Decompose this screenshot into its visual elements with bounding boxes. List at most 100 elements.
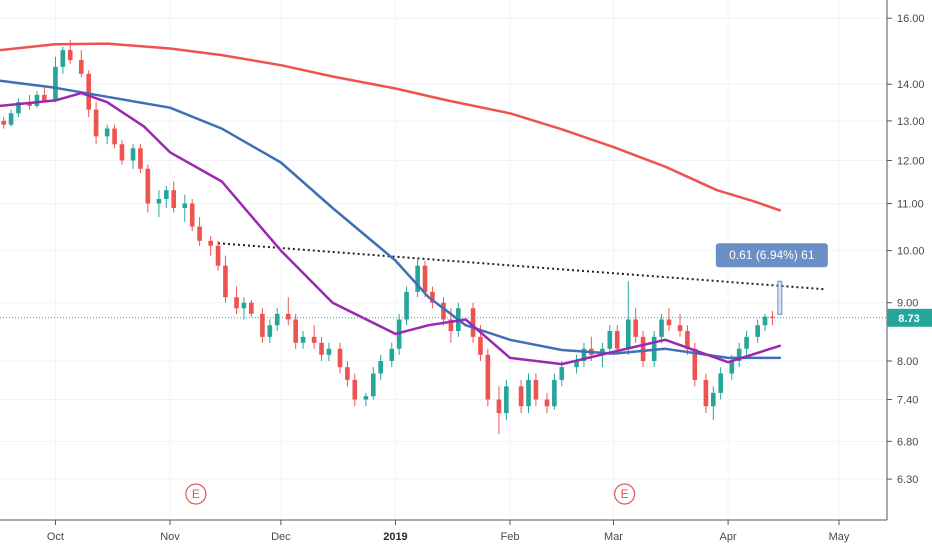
- candle-body: [470, 308, 476, 337]
- candle-body: [260, 313, 265, 337]
- candle-body: [677, 325, 683, 331]
- candle-body: [533, 379, 539, 400]
- candle-body: [640, 336, 646, 361]
- candle-body: [363, 396, 369, 400]
- candle-body: [755, 325, 760, 337]
- candle-body: [559, 367, 565, 380]
- candle-body: [496, 399, 502, 414]
- time-axis-background[interactable]: [0, 520, 932, 550]
- measure-box: [715, 243, 828, 268]
- candle-body: [112, 128, 117, 145]
- candle-body: [311, 336, 317, 343]
- measure-label: 0.61 (6.94%) 61: [729, 248, 815, 262]
- candle-body: [518, 386, 524, 407]
- candle-body: [104, 128, 110, 137]
- x-tick-label: Dec: [271, 531, 291, 543]
- earnings-marker-circle[interactable]: [185, 483, 207, 505]
- price-axis-background[interactable]: [887, 0, 932, 520]
- candle-body: [34, 94, 40, 106]
- earnings-marker-label: E: [192, 487, 200, 501]
- y-tick-label: 8.00: [897, 356, 918, 368]
- current-price-tag: [887, 308, 932, 327]
- candle-body: [215, 245, 221, 266]
- candle-body: [130, 148, 136, 161]
- candle-body: [422, 265, 428, 292]
- dotted-trendline: [217, 242, 825, 291]
- earnings-marker-circle[interactable]: [613, 483, 636, 505]
- candle-body: [581, 348, 587, 361]
- candle-body: [326, 348, 332, 355]
- candle-body: [53, 66, 58, 101]
- trendline: [217, 242, 825, 291]
- candle-body: [389, 348, 395, 361]
- candle-body: [370, 373, 376, 397]
- measure-range: [777, 280, 783, 315]
- candle-body: [249, 302, 254, 314]
- candle-body: [736, 348, 742, 361]
- candle-body: [441, 302, 446, 320]
- candle-body: [42, 94, 47, 101]
- candle-body: [285, 313, 291, 320]
- y-tick-label: 9.00: [897, 298, 918, 310]
- candle-body: [404, 291, 409, 320]
- candle-body: [633, 319, 638, 337]
- candle-body: [78, 60, 84, 74]
- candle-body: [718, 373, 723, 393]
- candle-body: [692, 348, 698, 380]
- candle-body: [119, 144, 125, 161]
- candle-body: [156, 199, 162, 204]
- candle-body: [485, 354, 491, 400]
- x-tick-label: Apr: [720, 531, 737, 543]
- overlays: E E 0.61 (6.94%) 61: [0, 243, 887, 505]
- candle-body: [171, 190, 177, 209]
- moving-average-line-ma_fast: [0, 91, 782, 366]
- candle-body: [164, 190, 169, 200]
- candle-body: [430, 291, 435, 303]
- x-tick-label: Mar: [604, 531, 623, 543]
- moving-average-line-ma_slow: [0, 42, 782, 212]
- x-tick-label: May: [829, 531, 850, 543]
- candle-body: [189, 203, 195, 227]
- candle-body: [8, 113, 14, 125]
- y-tick-label: 6.30: [897, 474, 918, 486]
- candle-body: [182, 203, 188, 209]
- candle-body: [60, 50, 66, 67]
- y-tick-label: 13.00: [897, 116, 925, 128]
- candle-body: [703, 379, 709, 407]
- candle-body: [1, 120, 7, 125]
- candle-body: [504, 386, 509, 414]
- candle-body: [478, 336, 483, 355]
- y-tick-label: 14.00: [897, 79, 925, 91]
- moving-average-line-ma_mid: [0, 79, 782, 360]
- candle-body: [267, 325, 273, 337]
- candle-body: [93, 109, 99, 137]
- candle-body: [208, 240, 213, 246]
- candle-body: [319, 342, 324, 355]
- candle-body: [710, 392, 716, 407]
- candle-body: [274, 313, 280, 326]
- candle-body: [197, 226, 202, 241]
- candle-body: [762, 316, 768, 326]
- moving-averages: [0, 42, 782, 366]
- candle-body: [415, 265, 420, 292]
- candle-body: [223, 265, 228, 298]
- x-tick-label: 2019: [383, 531, 407, 543]
- candle-body: [666, 319, 672, 326]
- candle-body: [138, 148, 143, 169]
- x-tick-label: Nov: [160, 531, 180, 543]
- y-tick-label: 16.00: [897, 13, 925, 25]
- y-tick-label: 11.00: [897, 198, 924, 210]
- y-tick-label: 12.00: [897, 155, 925, 167]
- candle-body: [614, 330, 620, 349]
- candle-body: [16, 102, 21, 114]
- candle-body: [685, 330, 690, 349]
- candle-body: [378, 360, 383, 374]
- candle-body: [574, 360, 579, 368]
- candle-body: [625, 319, 631, 349]
- candle-body: [352, 379, 358, 400]
- price-tags: 8.73: [887, 308, 932, 327]
- candle-body: [300, 336, 306, 343]
- y-tick-label: 7.40: [897, 395, 918, 407]
